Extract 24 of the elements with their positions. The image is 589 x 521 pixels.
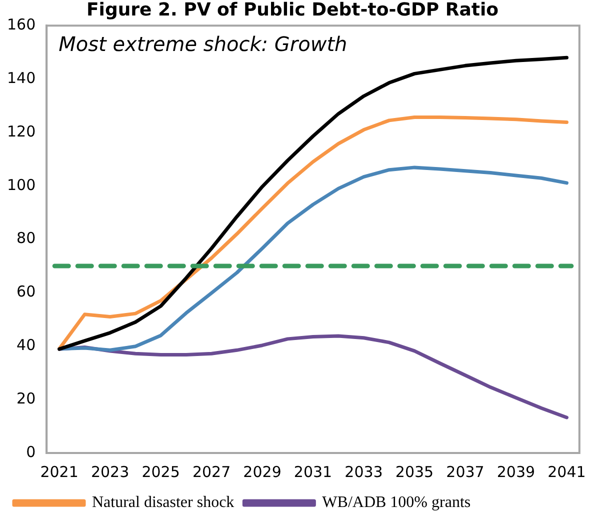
y-tick-label: 20 xyxy=(16,389,36,408)
chart-title: Figure 2. PV of Public Debt-to-GDP Ratio xyxy=(86,0,499,20)
x-tick-label: 2041 xyxy=(548,462,586,481)
y-tick-label: 160 xyxy=(6,15,36,34)
x-tick-label: 2033 xyxy=(344,462,383,481)
y-tick-label: 80 xyxy=(16,229,36,248)
legend-label: WB/ADB 100% grants xyxy=(322,494,471,512)
x-tick-label: 2037 xyxy=(446,462,484,481)
x-tick-label: 2029 xyxy=(243,462,282,481)
x-tick-label: 2031 xyxy=(294,462,332,481)
y-tick-label: 40 xyxy=(16,336,36,354)
x-tick-label: 2021 xyxy=(40,462,78,481)
x-tick-label: 2035 xyxy=(395,462,434,481)
x-tick-label: 2023 xyxy=(90,462,130,481)
legend-label: Natural disaster shock xyxy=(92,494,234,512)
y-tick-label: 120 xyxy=(6,122,36,140)
y-tick-label: 100 xyxy=(6,176,36,194)
annotation: Most extreme shock: Growth xyxy=(58,32,348,56)
y-tick-label: 0 xyxy=(26,442,36,461)
y-tick-label: 60 xyxy=(16,282,36,301)
x-tick-label: 2027 xyxy=(192,462,231,481)
x-tick-label: 2025 xyxy=(142,462,180,481)
y-tick-label: 140 xyxy=(6,68,36,87)
x-tick-label: 2039 xyxy=(496,462,536,481)
